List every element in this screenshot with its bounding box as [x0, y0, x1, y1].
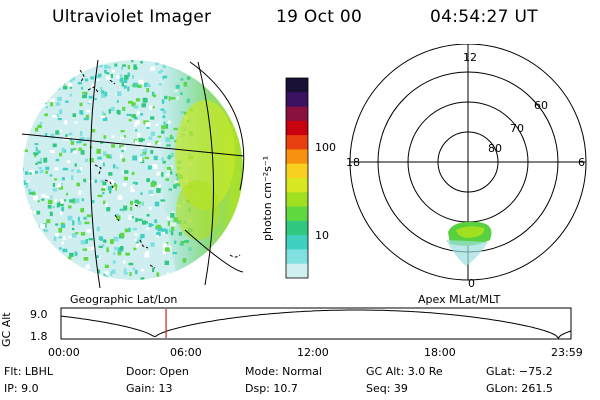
date-label: 19 Oct 00 — [276, 7, 363, 27]
colorbar-segment — [286, 149, 308, 165]
colorbar-segment — [286, 220, 308, 236]
geographic-image — [21, 59, 245, 289]
time-label: 04:54:27 UT — [430, 7, 538, 27]
right-panel-label: Apex MLat/MLT — [418, 293, 501, 306]
gc-alt-info: GC Alt: 3.0 Re — [366, 365, 443, 378]
timeline-xtick-1200: 12:00 — [297, 346, 329, 359]
orbit-altitude-curve — [60, 309, 572, 339]
ip-info: IP: 9.0 — [4, 382, 39, 395]
left-panel-label: Geographic Lat/Lon — [70, 293, 178, 306]
colorbar-segment — [286, 120, 308, 136]
colorbar-segment — [286, 206, 308, 222]
mlat-label-80: 80 — [488, 142, 502, 155]
door-info: Door: Open — [126, 365, 189, 378]
timeline-ytick-min: 1.8 — [30, 330, 48, 343]
coastline — [79, 69, 241, 269]
timeline-xtick-0000: 00:00 — [48, 346, 80, 359]
mlt-label-12: 12 — [463, 51, 477, 64]
latitude-line — [21, 133, 245, 157]
dsp-info: Dsp: 10.7 — [245, 382, 298, 395]
glon-info: GLon: 261.5 — [486, 382, 553, 395]
mlat-label-60: 60 — [534, 99, 548, 112]
colorbar-segment — [286, 163, 308, 179]
mlt-label-0: 0 — [468, 277, 475, 290]
colorbar-segment — [286, 135, 308, 150]
colorbar-segment — [286, 249, 308, 265]
colorbar-tick-100: 100 — [315, 141, 336, 154]
colorbar-label: photon cm⁻²s⁻¹ — [262, 156, 274, 241]
colorbar-segment — [286, 178, 308, 193]
colorbar-segment — [286, 192, 308, 208]
colorbar: photon cm⁻²s⁻¹ — [262, 77, 309, 279]
colorbar-segment — [286, 92, 308, 108]
timeline-xtick-0600: 06:00 — [170, 346, 202, 359]
timeline-ytick-max: 9.0 — [30, 308, 48, 321]
colorbar-segment — [286, 78, 308, 93]
colorbar-segment — [286, 263, 308, 279]
longitude-line — [197, 61, 215, 286]
apex-polar-plot: 12 18 6 0 60 70 80 — [346, 44, 587, 290]
filter-info: Flt: LBHL — [4, 365, 53, 378]
latitude-line — [189, 61, 245, 191]
mode-info: Mode: Normal — [245, 365, 322, 378]
mlt-label-18: 18 — [346, 156, 360, 169]
orbit-timeline — [60, 307, 572, 340]
earth-disk — [23, 60, 243, 280]
timeline-xtick-1800: 18:00 — [424, 346, 456, 359]
glat-info: GLat: −75.2 — [486, 365, 553, 378]
colorbar-segment — [286, 106, 308, 122]
seq-info: Seq: 39 — [366, 382, 408, 395]
mlt-label-6: 6 — [578, 156, 585, 169]
mlat-label-70: 70 — [510, 122, 524, 135]
colorbar-segment — [286, 235, 308, 250]
latitude-line — [184, 229, 244, 273]
gain-info: Gain: 13 — [126, 382, 173, 395]
instrument-title: Ultraviolet Imager — [52, 7, 212, 27]
timeline-xtick-2359: 23:59 — [551, 346, 583, 359]
timeline-ylabel: GC Alt — [0, 312, 13, 347]
colorbar-tick-10: 10 — [315, 229, 329, 242]
